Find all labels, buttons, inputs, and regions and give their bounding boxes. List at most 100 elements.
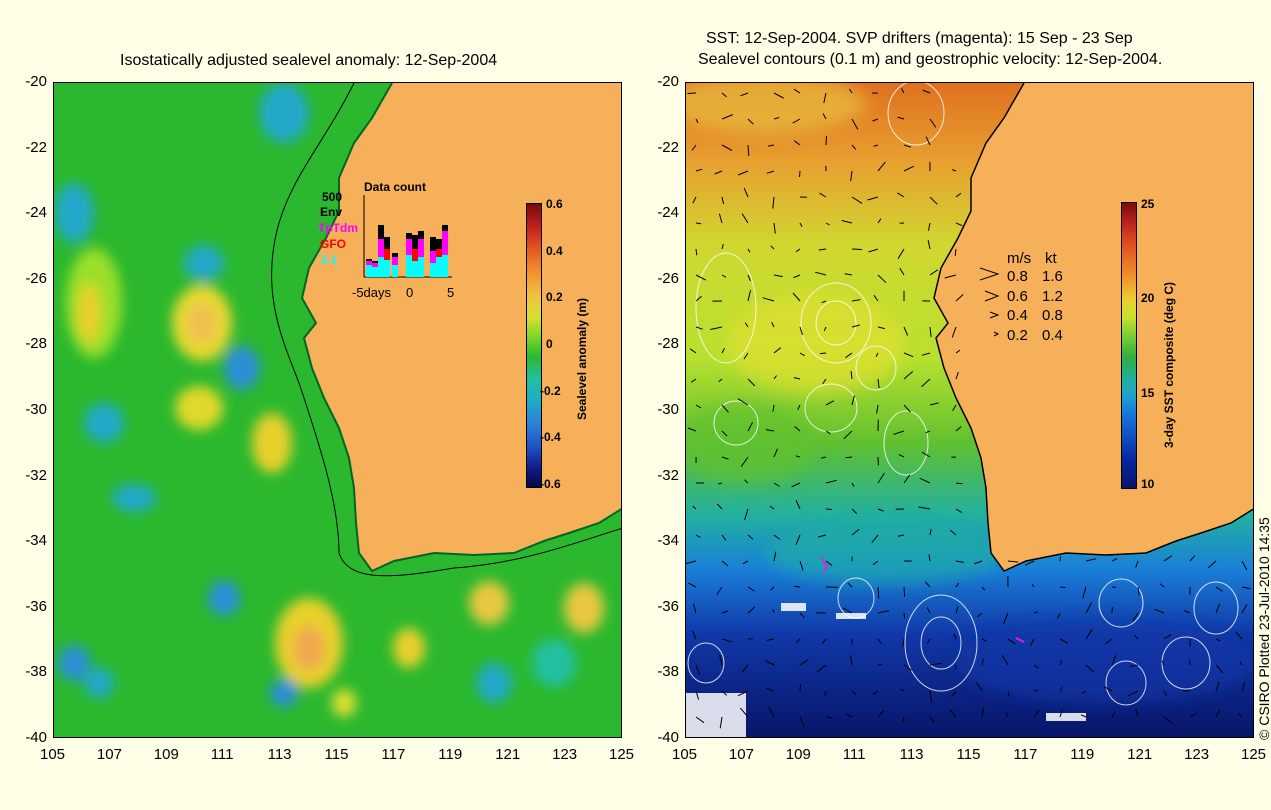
velocity-arrow (765, 429, 775, 432)
velocity-arrow (819, 352, 827, 355)
velocity-arrow (919, 477, 931, 484)
velocity-arrow (737, 398, 749, 406)
velocity-arrow (695, 404, 702, 409)
left-lon-tick-105: 105 (40, 746, 66, 763)
velocity-arrow (903, 352, 914, 358)
velocity-arrow (929, 402, 939, 406)
velocity-arrow (851, 482, 855, 487)
sl-tick-0.6: 0.6 (546, 197, 563, 211)
velocity-arrow (981, 658, 984, 666)
left-lon-tick-115: 115 (324, 746, 349, 763)
velocity-arrow (695, 664, 700, 675)
velocity-arrow (903, 144, 912, 148)
velocity-arrow (695, 248, 698, 256)
velocity-arrow (1085, 628, 1093, 640)
right-lat-tick-minus40: -40 (657, 729, 679, 746)
right-lon-tick-119: 119 (1070, 746, 1095, 763)
velocity-arrow (719, 716, 723, 729)
velocity-arrow (1215, 664, 1224, 674)
velocity-arrow (717, 482, 723, 485)
velocity-arrow (747, 289, 752, 302)
velocity-arrow (1003, 612, 1009, 624)
velocity-arrow (955, 294, 964, 302)
velocity-arrow (851, 690, 857, 696)
velocity-arrow (721, 114, 734, 120)
velocity-arrow (768, 706, 775, 718)
velocity-arrow (845, 713, 853, 718)
velocity-arrow (821, 300, 827, 304)
velocity-arrow (903, 612, 906, 619)
right-lon-tick-123: 123 (1184, 746, 1210, 763)
velocity-arrow (955, 349, 961, 354)
velocity-arrow (877, 610, 889, 614)
velocity-arrow (1241, 681, 1246, 692)
velocity-arrow (903, 404, 911, 413)
velocity-arrow (1137, 586, 1140, 596)
velocity-arrow (773, 222, 776, 234)
right-lat-tick-minus22: -22 (657, 138, 679, 156)
velocity-arrow (747, 378, 756, 387)
inset-ymax: 500 (322, 190, 343, 204)
velocity-arrow (850, 655, 853, 666)
velocity-arrow (799, 659, 809, 666)
velocity-arrow (691, 144, 697, 151)
velocity-legend-arrows (980, 267, 1000, 337)
velocity-arrow (1129, 664, 1139, 667)
velocity-arrow (1029, 638, 1035, 647)
velocity-arrow (769, 505, 775, 510)
velocity-arrow (981, 707, 984, 718)
velocity-arrow (922, 89, 931, 94)
velocity-arrow (747, 606, 756, 614)
velocity-arrow (897, 248, 905, 259)
velocity-arrow (771, 321, 775, 328)
velocity-arrow (1163, 690, 1168, 697)
velocity-arrow (721, 274, 727, 278)
velocity-arrow (822, 378, 827, 385)
velocity-arrow (928, 554, 931, 562)
velocity-arrow (687, 427, 697, 432)
velocity-arrow (823, 92, 827, 104)
velocity-arrow (695, 326, 703, 330)
right-lon-tick-109: 109 (785, 746, 811, 763)
velocity-arrow (900, 688, 905, 692)
velocity-arrow (799, 560, 804, 571)
velocity-arrow (1159, 583, 1165, 588)
velocity-arrow (1001, 655, 1009, 666)
velocity-arrow (764, 659, 775, 666)
velocity-arrow (799, 326, 803, 335)
velocity-arrow (925, 430, 931, 434)
velocity-arrow (1161, 660, 1165, 666)
velocity-arrow (714, 170, 723, 175)
velocity-arrow (1085, 664, 1095, 673)
velocity-arrow (1103, 686, 1113, 692)
left-lat-tick-minus36: -36 (25, 597, 47, 615)
velocity-arrow (877, 274, 887, 284)
velocity-arrow (929, 662, 942, 666)
velocity-arrow (821, 638, 827, 644)
velocity-row-4-kt: 0.4 (1042, 327, 1063, 344)
australia-land-right (934, 83, 1253, 571)
velocity-arrow (721, 243, 724, 250)
right-lon-tick-117: 117 (1013, 746, 1038, 763)
velocity-arrow (929, 326, 932, 337)
velocity-arrow (710, 326, 723, 330)
velocity-arrow (844, 273, 853, 276)
velocity-arrow (747, 144, 750, 157)
coastline-right (933, 83, 1253, 572)
left-lon-tick-107: 107 (96, 746, 122, 763)
velocity-arrow (793, 377, 801, 380)
velocity-arrow (768, 144, 775, 147)
velocity-arrow (695, 222, 702, 225)
velocity-row-4-ms: 0.2 (1007, 327, 1028, 344)
left-map-title: Isostatically adjusted sealevel anomaly:… (120, 52, 498, 69)
left-lat-tick-minus38: -38 (25, 663, 47, 681)
right-lat-tick-minus30: -30 (657, 401, 679, 418)
velocity-arrow (817, 534, 827, 538)
velocity-arrow (740, 707, 749, 718)
velocity-arrow (877, 710, 884, 718)
velocity-arrow (850, 371, 853, 380)
left-lat-tick-minus28: -28 (25, 335, 47, 353)
velocity-arrow (686, 560, 697, 565)
left-lon-tick-111: 111 (210, 746, 234, 763)
velocity-arrow (903, 165, 915, 172)
